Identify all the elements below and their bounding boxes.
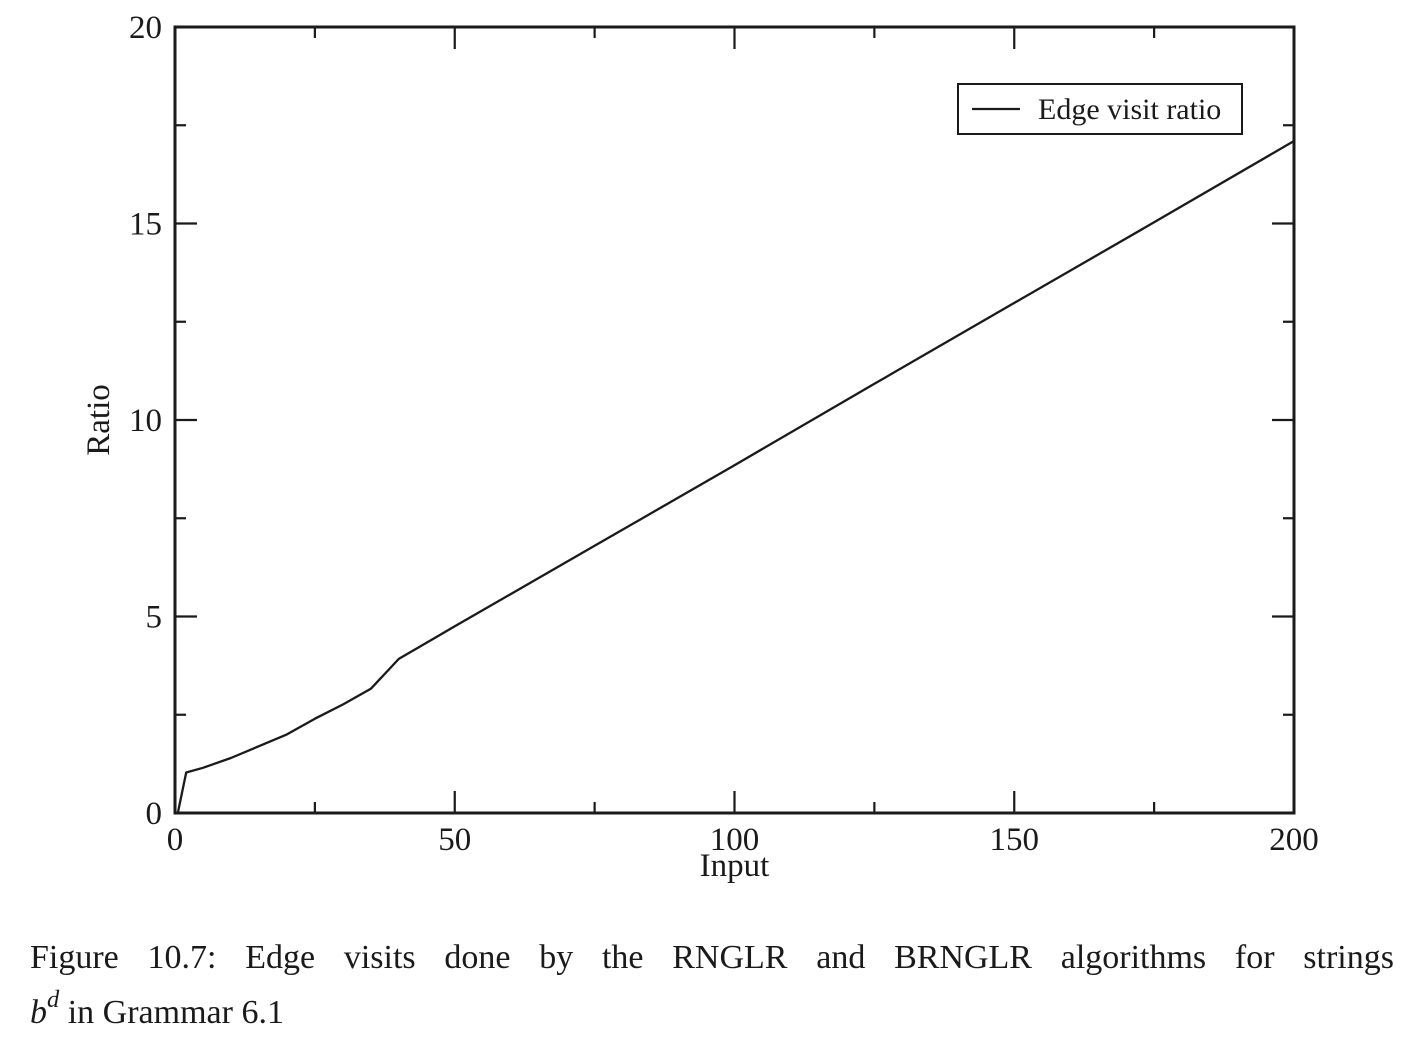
y-axis-label: Ratio: [81, 384, 117, 456]
x-tick-label: 150: [990, 822, 1040, 858]
y-tick-label: 0: [146, 796, 163, 832]
figure-caption: Figure 10.7: Edge visits done by the RNG…: [30, 930, 1394, 1040]
series-line-edge-visit-ratio: [176, 140, 1295, 814]
y-tick-label: 10: [129, 403, 162, 439]
y-tick-label: 15: [129, 207, 162, 243]
caption-line-2: bd in Grammar 6.1: [30, 985, 1394, 1040]
x-tick-label: 0: [167, 822, 184, 858]
x-tick-label: 50: [438, 822, 471, 858]
x-tick-label: 100: [710, 822, 760, 858]
y-tick-label: 20: [129, 10, 162, 46]
caption-math-exponent: d: [47, 986, 60, 1014]
legend-label: Edge visit ratio: [1038, 93, 1221, 126]
plot-border: [173, 25, 1296, 815]
caption-line-1: Figure 10.7: Edge visits done by the RNG…: [30, 939, 1394, 976]
caption-math-base: b: [30, 994, 47, 1032]
line-chart: 0 50 100 150 200 0 5 10 15 20 Input Ratio Edge visit…: [81, 10, 1319, 884]
x-tick-label: 200: [1269, 822, 1319, 858]
y-tick-label: 5: [146, 600, 163, 636]
x-axis-label: Input: [700, 848, 770, 884]
caption-line-2-text: in Grammar 6.1: [59, 994, 284, 1032]
